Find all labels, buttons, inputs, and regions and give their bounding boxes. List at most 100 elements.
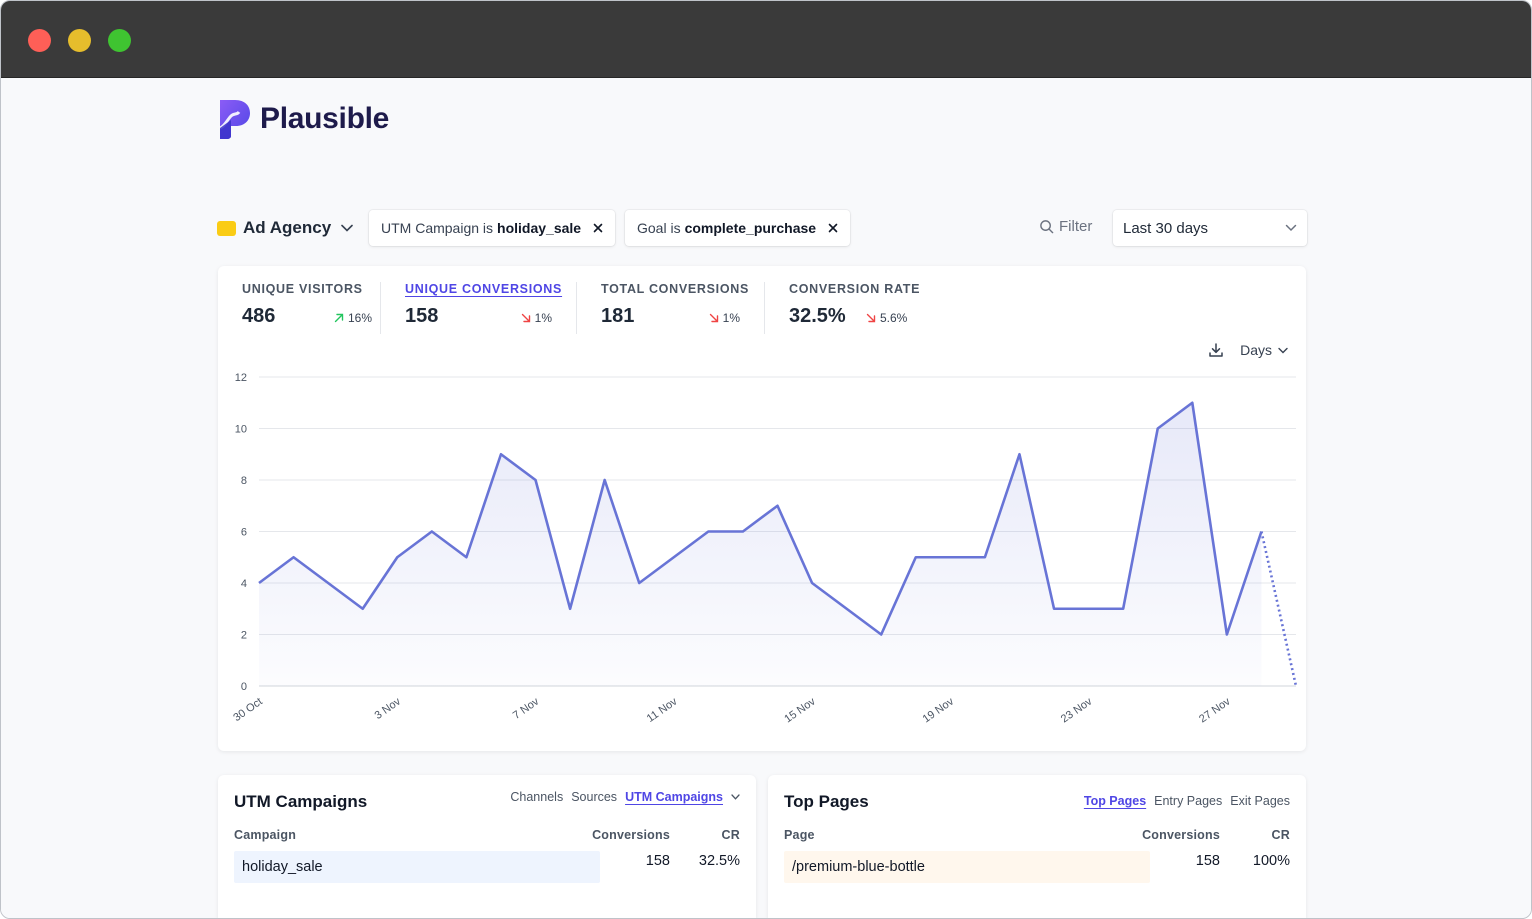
stat-conversion-rate[interactable]: CONVERSION RATE 32.5% 5.6% (789, 282, 921, 334)
stat-divider (764, 282, 765, 334)
column-header-cr: CR (721, 828, 740, 842)
filter-prefix: UTM Campaign is (381, 220, 494, 236)
stat-divider (380, 282, 381, 334)
panel-title: Top Pages (784, 792, 869, 811)
x-tick-label: 11 Nov (645, 695, 680, 725)
chevron-down-icon (1278, 347, 1288, 353)
stat-value: 181 (601, 305, 635, 327)
top-pages-panel: Top Pages Top Pages Entry Pages Exit Pag… (768, 775, 1306, 918)
series-line (258, 401, 1263, 636)
close-icon[interactable] (593, 223, 603, 233)
utm-campaigns-panel: UTM Campaigns Channels Sources UTM Campa… (218, 775, 756, 918)
site-switcher[interactable]: Ad Agency (217, 218, 353, 238)
y-tick-label: 2 (241, 630, 247, 642)
stat-unique-conversions[interactable]: UNIQUE CONVERSIONS 158 1% (405, 282, 563, 334)
y-tick-label: 12 (235, 372, 247, 384)
stat-change: 5.6% (865, 311, 907, 325)
chart-toolbar: Days (1208, 342, 1288, 358)
panel-tabs: Channels Sources UTM Campaigns (502, 790, 740, 804)
filter-button-label: Filter (1059, 218, 1093, 235)
stat-total-conversions[interactable]: TOTAL CONVERSIONS 181 1% (601, 282, 750, 334)
site-name: Ad Agency (243, 218, 332, 237)
filter-value: complete_purchase (684, 220, 817, 236)
series-area (259, 402, 1262, 686)
stat-change: 16% (333, 311, 372, 325)
dashboard: Plausible Ad Agency UTM Campaign is holi… (1, 78, 1531, 918)
column-header-conversions: Conversions (1142, 828, 1220, 842)
stat-value: 32.5% (789, 305, 846, 327)
stat-change: 1% (708, 311, 740, 325)
close-window-button[interactable] (28, 29, 51, 52)
arrow-down-right-icon (709, 313, 718, 323)
column-header-conversions: Conversions (592, 828, 670, 842)
plausible-logo[interactable]: Plausible (217, 98, 389, 140)
stat-divider (576, 282, 577, 334)
chevron-down-icon (341, 224, 353, 232)
y-tick-label: 8 (241, 475, 247, 487)
filter-pill-utm-campaign[interactable]: UTM Campaign is holiday_sale (369, 210, 616, 246)
maximize-window-button[interactable] (108, 29, 131, 52)
interval-label: Days (1240, 342, 1272, 358)
arrow-up-right-icon (334, 313, 344, 323)
page-row-label[interactable]: /premium-blue-bottle (792, 859, 925, 875)
series-line-incomplete (1260, 531, 1298, 687)
period-label: Last 30 days (1123, 219, 1209, 237)
filter-value: holiday_sale (497, 220, 582, 236)
tab-exit-pages[interactable]: Exit Pages (1230, 794, 1290, 808)
row-bar (234, 851, 600, 883)
row-cr: 100% (1252, 853, 1290, 869)
row-cr: 32.5% (698, 853, 740, 869)
stat-change: 1% (520, 311, 552, 325)
minimize-window-button[interactable] (68, 29, 91, 52)
logo-text: Plausible (260, 102, 390, 135)
period-picker[interactable]: Last 30 days (1113, 210, 1307, 246)
stat-unique-visitors[interactable]: UNIQUE VISITORS 486 16% (242, 282, 372, 334)
filter-prefix: Goal is (637, 220, 681, 236)
site-favicon (217, 220, 236, 236)
x-tick-label: 15 Nov (782, 695, 818, 725)
y-tick-label: 4 (241, 578, 247, 590)
x-tick-label: 7 Nov (511, 695, 542, 722)
download-icon[interactable] (1208, 342, 1224, 358)
plausible-logo-icon (219, 100, 250, 139)
filter-pill-goal[interactable]: Goal is complete_purchase (625, 210, 851, 246)
arrow-down-right-icon (866, 313, 876, 323)
x-tick-label: 3 Nov (373, 695, 404, 722)
x-tick-label: 30 Oct (231, 696, 264, 724)
column-header-page: Page (784, 828, 815, 842)
campaign-row-label[interactable]: holiday_sale (242, 859, 323, 875)
x-tick-label: 23 Nov (1059, 695, 1095, 725)
stat-label: TOTAL CONVERSIONS (601, 282, 750, 296)
arrow-down-right-icon (521, 313, 530, 323)
column-header-campaign: Campaign (234, 828, 297, 842)
main-graph-card: UNIQUE VISITORS 486 16% UNIQUE CONVERSIO… (218, 266, 1306, 751)
visitors-chart[interactable]: 0 2 4 6 8 10 12 30 Oct 3 Nov 7 Nov 11 Nov 15 Nov 19 … (218, 266, 1306, 751)
x-tick-label: 27 Nov (1197, 695, 1233, 725)
tab-sources[interactable]: Sources (571, 790, 618, 804)
column-header-cr: CR (1271, 828, 1290, 842)
tab-entry-pages[interactable]: Entry Pages (1154, 794, 1223, 808)
interval-picker[interactable]: Days (1240, 342, 1288, 358)
chevron-down-icon[interactable] (731, 794, 740, 800)
y-tick-label: 10 (235, 424, 247, 436)
y-tick-label: 0 (241, 681, 247, 693)
stat-label: UNIQUE CONVERSIONS (405, 282, 563, 296)
tab-utm-campaigns[interactable]: UTM Campaigns (625, 790, 723, 804)
stat-label: CONVERSION RATE (789, 282, 921, 296)
panel-title: UTM Campaigns (234, 792, 368, 811)
stat-label: UNIQUE VISITORS (242, 282, 363, 296)
row-bar (784, 851, 1150, 883)
stat-value: 486 (242, 305, 276, 327)
window-titlebar (1, 1, 1531, 78)
chevron-down-icon (1285, 224, 1297, 232)
row-conversions: 158 (1195, 853, 1220, 869)
tab-top-pages[interactable]: Top Pages (1083, 794, 1147, 808)
tab-channels[interactable]: Channels (510, 790, 564, 804)
stat-value: 158 (405, 305, 439, 327)
panel-tabs: Top Pages Entry Pages Exit Pages (1076, 794, 1290, 808)
filter-button[interactable]: Filter (1039, 218, 1092, 235)
search-icon (1040, 220, 1054, 234)
close-icon[interactable] (828, 223, 838, 233)
y-tick-label: 6 (241, 527, 247, 539)
